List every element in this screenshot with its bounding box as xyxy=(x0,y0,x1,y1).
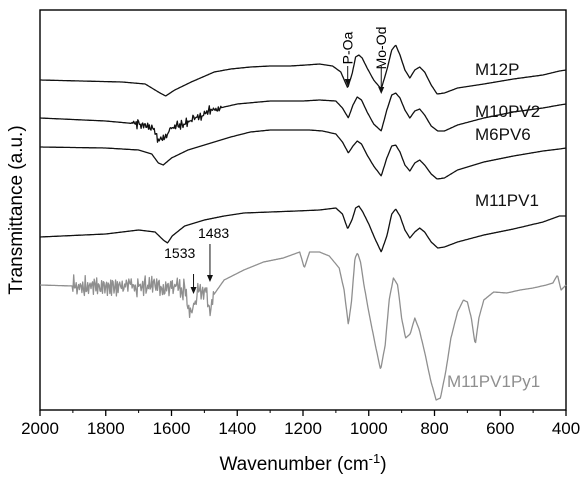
annotation-1483-arrowhead xyxy=(206,275,213,282)
y-axis-title: Transmittance (a.u.) xyxy=(6,125,27,294)
x-tick-label: 400 xyxy=(552,419,580,438)
x-tick-label: 1800 xyxy=(87,419,125,438)
series-label-m12p: M12P xyxy=(475,60,519,79)
series-line-m11pv1 xyxy=(40,205,566,253)
x-tick-label: 1200 xyxy=(284,419,322,438)
annotation-1483-label: 1483 xyxy=(198,225,229,241)
x-axis-title-text: Wavenumber (cm xyxy=(219,454,368,475)
x-tick-label: 800 xyxy=(420,419,448,438)
series-label-m11pv1py1: M11PV1Py1 xyxy=(447,372,540,391)
annotation-1533-label: 1533 xyxy=(164,245,195,261)
series-label-m10pv2: M10PV2 xyxy=(475,102,540,121)
annotation-p-oa-arrowhead xyxy=(344,79,351,86)
annotation-mo-od-arrowhead xyxy=(378,87,385,94)
x-tick-label: 2000 xyxy=(21,419,59,438)
series-line-m12p xyxy=(40,44,567,97)
x-axis-title-sup: -1 xyxy=(369,451,381,466)
x-axis-title-close: ) xyxy=(380,454,386,475)
annotation-1533-arrowhead xyxy=(190,287,197,294)
series-line-m6pv6 xyxy=(40,129,567,180)
x-tick-label: 1000 xyxy=(350,419,388,438)
series-label-m6pv6: M6PV6 xyxy=(475,125,531,144)
series-label-m11pv1: M11PV1 xyxy=(475,191,539,210)
series-line-m11pv1py1 xyxy=(40,251,567,401)
series-layer xyxy=(40,44,567,401)
series-line-m10pv2 xyxy=(40,92,567,143)
x-axis-title: Wavenumber (cm-1) xyxy=(219,451,386,475)
x-ticks: 2000 1800 1600 1400 1200 1000 800 600 400 xyxy=(21,410,580,438)
annotation-mo-od-label: Mo-Od xyxy=(373,27,389,70)
x-tick-label: 600 xyxy=(486,419,514,438)
x-tick-label: 1600 xyxy=(153,419,191,438)
annotation-p-oa-label: P-Oa xyxy=(340,31,356,64)
x-tick-label: 1400 xyxy=(218,419,256,438)
series-labels: M12P M10PV2 M6PV6 M11PV1 M11PV1Py1 xyxy=(447,60,540,391)
